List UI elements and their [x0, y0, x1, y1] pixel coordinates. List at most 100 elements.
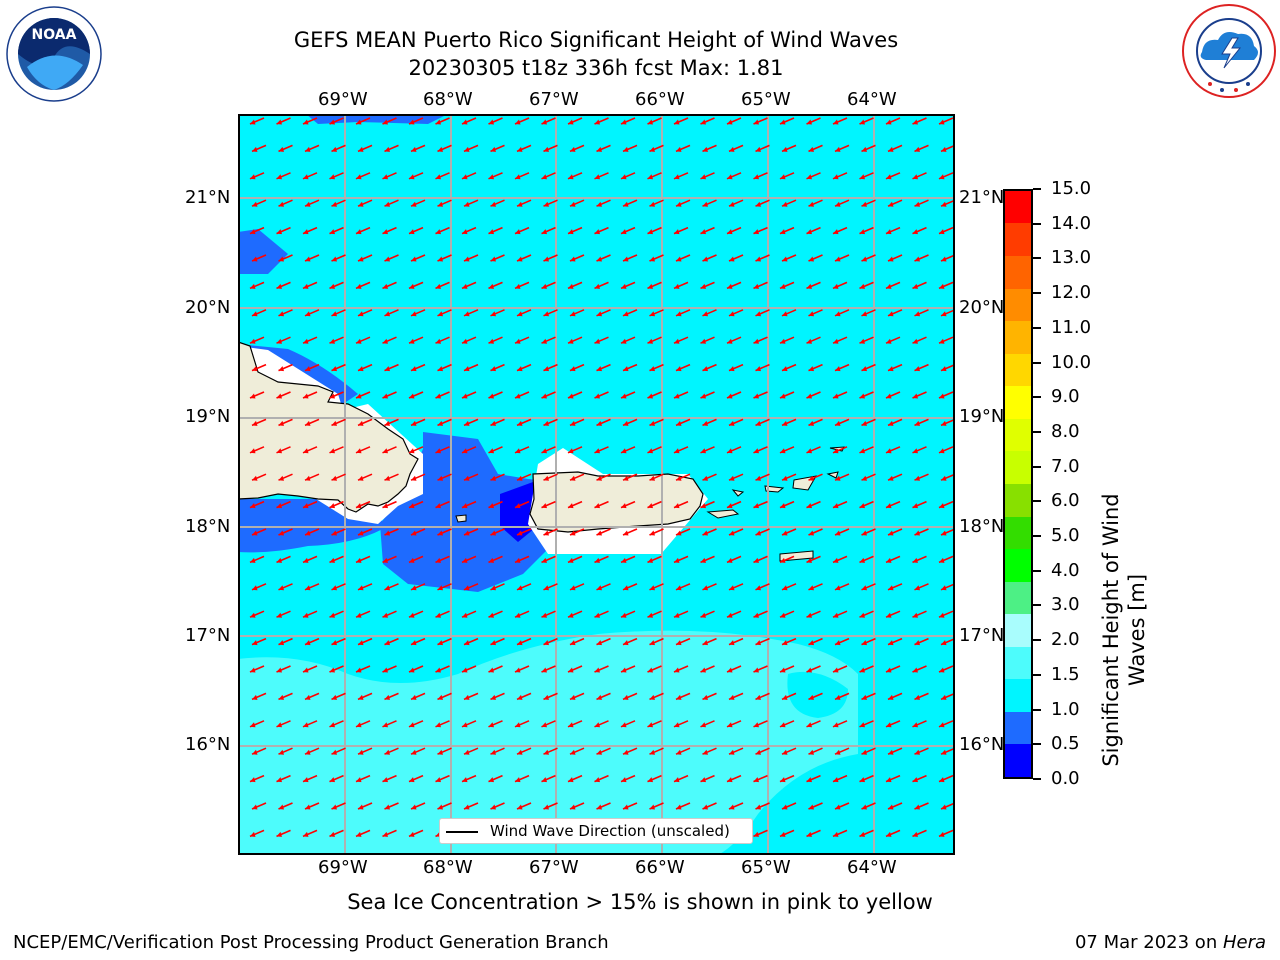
- wave-arrow-head: [914, 640, 920, 646]
- wave-arrow-head: [568, 777, 574, 783]
- wave-arrow-head: [490, 804, 496, 810]
- wave-arrow-head: [833, 174, 839, 180]
- wave-arrow-head: [753, 174, 759, 180]
- wave-arrow-head: [782, 530, 788, 536]
- land-hispaniola: [238, 341, 419, 513]
- wave-arrow-head: [488, 612, 494, 618]
- colorbar-tick-label: 13.0: [1051, 247, 1092, 269]
- wave-arrow-head: [488, 448, 494, 454]
- wave-arrow-head: [303, 119, 309, 125]
- wave-arrow-head: [914, 311, 920, 317]
- wave-arrow-head: [543, 146, 549, 152]
- wave-arrow-head: [278, 311, 284, 317]
- wave-arrow-head: [914, 694, 920, 700]
- wave-arrow-head: [568, 667, 574, 673]
- wave-arrow-head: [780, 174, 786, 180]
- wave-arrow-head: [861, 640, 867, 646]
- wave-arrow-head: [250, 612, 256, 618]
- wave-arrow-head: [411, 366, 417, 372]
- wave-arrow-head: [727, 174, 733, 180]
- wave-arrow-head: [914, 475, 920, 481]
- wave-arrow-head: [570, 640, 576, 646]
- wave-arrow-head: [303, 557, 309, 563]
- wave-arrow-head: [833, 119, 839, 125]
- colorbar-tick-mark: [1033, 396, 1041, 399]
- wave-arrow-head: [570, 530, 576, 536]
- wave-arrow-head: [676, 694, 682, 700]
- wave-arrow-head: [727, 229, 733, 235]
- wave-arrow-head: [517, 146, 523, 152]
- wave-arrow-head: [888, 585, 894, 591]
- wave-arrow-head: [861, 749, 867, 755]
- wave-arrow-head: [411, 694, 417, 700]
- wave-arrow-head: [596, 420, 602, 426]
- colorbar-tick-mark: [1033, 222, 1041, 225]
- wave-arrow-head: [411, 420, 417, 426]
- wave-arrow-head: [437, 749, 443, 755]
- wave-arrow-head: [464, 530, 470, 536]
- wave-arrow-head: [808, 420, 814, 426]
- wave-arrow-head: [859, 667, 865, 673]
- wave-arrow-head: [543, 201, 549, 207]
- wave-arrow-head: [543, 694, 549, 700]
- lon-label-bottom: 69°W: [318, 857, 368, 878]
- wave-arrow-head: [329, 174, 335, 180]
- wave-arrow-head: [488, 338, 494, 344]
- lon-label-bottom: 67°W: [529, 857, 579, 878]
- wave-arrow-head: [727, 283, 733, 289]
- wave-arrow-head: [435, 283, 441, 289]
- wave-arrow-head: [358, 694, 364, 700]
- wave-arrow-head: [570, 146, 576, 152]
- wave-arrow-head: [941, 311, 947, 317]
- wave-arrow-head: [435, 393, 441, 399]
- wave-arrow-head: [409, 831, 415, 837]
- wave-arrow-head: [808, 256, 814, 262]
- wave-arrow-head: [356, 283, 362, 289]
- colorbar-segment: [1005, 418, 1031, 452]
- wave-arrow-head: [517, 585, 523, 591]
- wave-arrow-head: [939, 557, 945, 563]
- wave-arrow-head: [303, 338, 309, 344]
- wave-arrow-head: [755, 201, 761, 207]
- wave-arrow-head: [382, 448, 388, 454]
- wave-arrow-head: [859, 174, 865, 180]
- wave-arrow-head: [753, 393, 759, 399]
- colorbar-tick-label: 9.0: [1051, 386, 1080, 408]
- colorbar-segment: [1005, 451, 1031, 484]
- wave-arrow-head: [833, 338, 839, 344]
- wave-arrow-head: [382, 777, 388, 783]
- wave-arrow-head: [755, 585, 761, 591]
- wave-arrow-head: [833, 557, 839, 563]
- wave-arrow-head: [729, 804, 735, 810]
- wave-arrow-head: [623, 366, 629, 372]
- wave-arrow-head: [806, 393, 812, 399]
- map-panel: [238, 114, 955, 855]
- colorbar-tick-label: 11.0: [1051, 316, 1092, 338]
- wave-arrow-head: [782, 311, 788, 317]
- wave-arrow-head: [647, 667, 653, 673]
- wave-arrow-head: [886, 393, 892, 399]
- wave-arrow-head: [649, 694, 655, 700]
- wave-arrow-head: [806, 557, 812, 563]
- wave-arrow-head: [835, 256, 841, 262]
- wave-arrow-head: [329, 229, 335, 235]
- colorbar-segment: [1005, 516, 1031, 550]
- wave-arrow-head: [541, 503, 547, 509]
- wave-arrow-head: [861, 256, 867, 262]
- lon-label-bottom: 68°W: [423, 857, 473, 878]
- wave-arrow-head: [623, 804, 629, 810]
- wave-arrow-head: [250, 722, 256, 728]
- wave-arrow-head: [435, 503, 441, 509]
- wave-arrow-head: [356, 722, 362, 728]
- wave-arrow-head: [409, 283, 415, 289]
- colorbar-tick-label: 0.0: [1051, 768, 1080, 789]
- wave-arrow-head: [782, 694, 788, 700]
- wave-arrow-head: [621, 338, 627, 344]
- wave-arrow-head: [384, 749, 390, 755]
- wave-arrow-head: [490, 585, 496, 591]
- wave-arrow-head: [517, 749, 523, 755]
- lat-label-left: 16°N: [185, 734, 231, 755]
- wave-arrow-head: [886, 722, 892, 728]
- wave-arrow-head: [621, 229, 627, 235]
- wave-arrow-head: [594, 667, 600, 673]
